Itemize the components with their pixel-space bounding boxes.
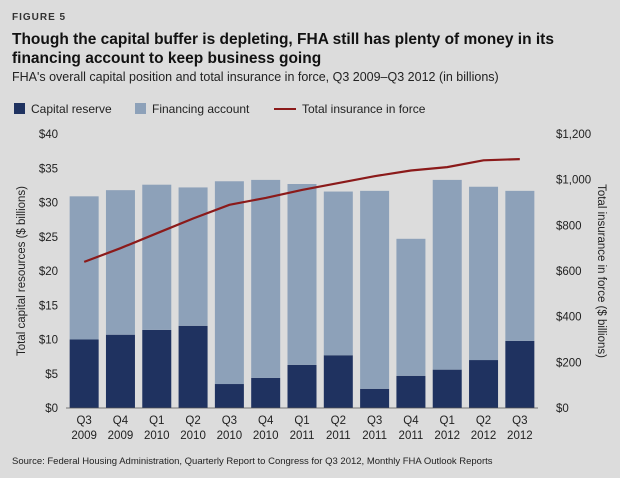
x-tick-label: Q2 [476, 415, 491, 427]
x-tick-label: Q4 [258, 415, 274, 427]
bar-financing-account [69, 196, 99, 340]
x-tick-year: 2012 [507, 430, 533, 442]
bar-financing-account [505, 190, 535, 341]
y-tick-label: $40 [39, 129, 58, 141]
bar-financing-account [360, 190, 390, 389]
bar-capital-reserve [142, 329, 172, 408]
y2-tick-label: $600 [556, 266, 582, 278]
x-tick-year: 2011 [362, 430, 387, 442]
bar-financing-account [287, 184, 317, 365]
x-tick-label: Q3 [76, 415, 91, 427]
x-tick-year: 2010 [253, 430, 279, 442]
x-tick-year: 2011 [399, 430, 424, 442]
x-tick-label: Q1 [294, 415, 309, 427]
legend-item-financing-account: Financing account [135, 102, 249, 116]
y2-tick-label: $0 [556, 403, 569, 415]
bar-financing-account [432, 179, 462, 370]
bar-capital-reserve [214, 384, 244, 408]
legend-label-financing-account: Financing account [152, 102, 250, 116]
bar-capital-reserve [396, 375, 426, 408]
y2-tick-label: $800 [556, 220, 582, 232]
legend-swatch-total-insurance [274, 108, 296, 110]
bar-capital-reserve [105, 334, 135, 408]
y-axis-title: Total capital resources ($ billions) [16, 186, 28, 356]
legend-label-total-insurance: Total insurance in force [302, 102, 426, 116]
chart-title: Though the capital buffer is depleting, … [12, 31, 554, 67]
bar-capital-reserve [505, 340, 535, 408]
legend-item-total-insurance: Total insurance in force [274, 102, 425, 116]
y2-axis-title: Total insurance in force ($ billions) [595, 184, 607, 358]
x-tick-year: 2012 [434, 430, 460, 442]
bar-financing-account [251, 179, 281, 378]
y2-tick-label: $1,000 [556, 175, 591, 187]
x-tick-label: Q2 [331, 415, 346, 427]
legend-label-capital-reserve: Capital reserve [31, 102, 112, 116]
x-tick-year: 2011 [290, 430, 315, 442]
bar-capital-reserve [432, 369, 462, 408]
x-tick-year: 2011 [326, 430, 351, 442]
y-tick-label: $15 [39, 300, 58, 312]
line-total-insurance [83, 158, 520, 263]
y-tick-label: $0 [45, 403, 58, 415]
x-tick-label: Q3 [512, 415, 527, 427]
bar-financing-account [105, 190, 135, 335]
figure-label: FIGURE 5 [12, 12, 67, 23]
x-tick-year: 2010 [180, 430, 206, 442]
x-tick-label: Q4 [113, 415, 129, 427]
x-tick-label: Q2 [185, 415, 200, 427]
bar-capital-reserve [251, 377, 281, 408]
bar-financing-account [178, 187, 208, 326]
bar-capital-reserve [469, 360, 499, 408]
y2-tick-label: $200 [556, 357, 582, 369]
bar-financing-account [142, 184, 172, 330]
y-tick-label: $5 [45, 369, 58, 381]
y-tick-label: $25 [39, 232, 58, 244]
x-tick-year: 2010 [217, 430, 243, 442]
bar-financing-account [214, 181, 244, 385]
x-tick-year: 2012 [471, 430, 497, 442]
x-tick-label: Q1 [440, 415, 455, 427]
legend-item-capital-reserve: Capital reserve [14, 102, 112, 116]
y-tick-label: $30 [39, 198, 58, 210]
chart-subtitle: FHA's overall capital position and total… [12, 70, 499, 84]
x-tick-label: Q1 [149, 415, 164, 427]
x-tick-label: Q4 [403, 415, 419, 427]
bar-capital-reserve [360, 388, 390, 408]
y-tick-label: $10 [39, 335, 58, 347]
y-tick-label: $35 [39, 163, 58, 175]
x-tick-year: 2010 [144, 430, 170, 442]
legend-swatch-financing-account [135, 103, 146, 114]
bar-financing-account [323, 191, 353, 356]
bar-capital-reserve [323, 355, 353, 408]
bar-capital-reserve [178, 325, 208, 408]
bar-financing-account [396, 238, 426, 376]
y-tick-label: $20 [39, 266, 58, 278]
legend-swatch-capital-reserve [14, 103, 25, 114]
x-tick-label: Q3 [222, 415, 237, 427]
y2-tick-label: $1,200 [556, 129, 591, 141]
x-tick-year: 2009 [108, 430, 134, 442]
bar-financing-account [469, 186, 499, 361]
x-tick-label: Q3 [367, 415, 382, 427]
bar-capital-reserve [287, 364, 317, 408]
x-tick-year: 2009 [71, 430, 97, 442]
bar-capital-reserve [69, 339, 99, 408]
source-note: Source: Federal Housing Administration, … [12, 456, 493, 467]
y2-tick-label: $400 [556, 312, 582, 324]
